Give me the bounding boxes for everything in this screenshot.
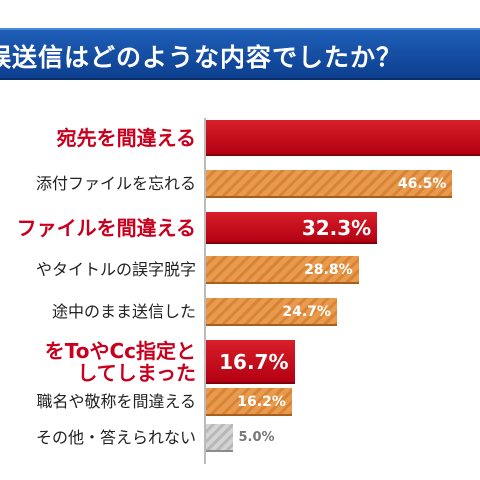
value-label: 16.2% [237, 393, 286, 410]
value-label: 46.5% [397, 175, 447, 192]
value-label: 32.3% [301, 216, 372, 240]
bar [206, 424, 233, 452]
bar [206, 256, 359, 284]
chart-baseline [204, 118, 206, 464]
category-label: ファイルを間違える [16, 216, 196, 240]
bar [206, 212, 378, 244]
chart-title: 誤送信はどのような内容でしたか？ [0, 43, 403, 72]
category-label: 職名や敬称を間違える [36, 392, 196, 411]
category-label: その他・答えられない [35, 428, 196, 447]
category-label: をToやCc指定と [44, 339, 196, 363]
value-label: 16.7% [219, 350, 289, 374]
value-label: 24.7% [282, 303, 331, 320]
bar [206, 388, 292, 416]
bar [206, 170, 453, 198]
category-label: してしまった [77, 361, 196, 385]
category-label: 添付ファイルを忘れる [35, 174, 196, 193]
bar [206, 340, 295, 384]
category-label: 途中のまま送信した [51, 302, 196, 321]
bar [206, 120, 480, 156]
title-bar: 誤送信はどのような内容でしたか？ [0, 28, 480, 80]
category-label: 宛先を間違える [56, 126, 196, 150]
value-label: 28.8% [304, 261, 353, 278]
value-label: 5.0% [238, 430, 275, 446]
bar [206, 298, 337, 326]
category-label: やタイトルの誤字脱字 [35, 260, 196, 279]
